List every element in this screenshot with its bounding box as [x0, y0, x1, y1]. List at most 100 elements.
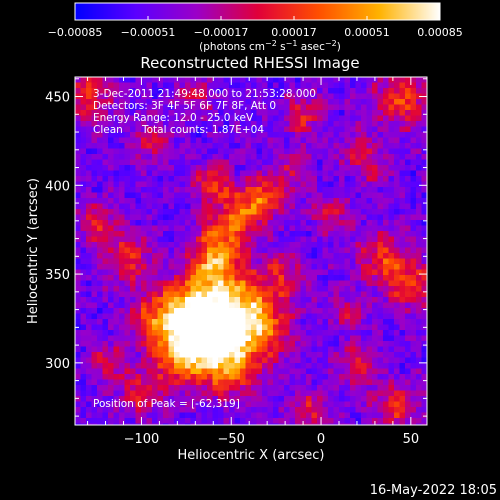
heatmap-cell	[262, 280, 268, 287]
heatmap-cell	[284, 335, 290, 342]
heatmap-cell	[394, 203, 400, 210]
heatmap-cell	[399, 192, 406, 199]
heatmap-cell	[262, 220, 268, 226]
heatmap-cell	[91, 104, 98, 111]
heatmap-cell	[245, 88, 252, 94]
heatmap-cell	[339, 143, 345, 149]
heatmap-cell	[350, 132, 356, 138]
heatmap-cell	[256, 110, 263, 116]
heatmap-cell	[108, 401, 114, 408]
heatmap-cell	[240, 148, 246, 155]
heatmap-cell	[289, 137, 296, 144]
heatmap-cell	[295, 346, 301, 353]
heatmap-cell	[377, 115, 384, 122]
heatmap-cell	[75, 203, 81, 210]
heatmap-cell	[201, 176, 208, 182]
heatmap-cell	[399, 297, 406, 303]
heatmap-cell	[163, 176, 169, 182]
heatmap-cell	[410, 374, 417, 380]
heatmap-cell	[256, 346, 263, 353]
heatmap-cell	[289, 363, 296, 369]
heatmap-cell	[119, 418, 125, 424]
heatmap-cell	[152, 302, 158, 309]
heatmap-cell	[102, 209, 109, 215]
heatmap-cell	[289, 390, 296, 397]
heatmap-cell	[251, 77, 257, 83]
heatmap-cell	[168, 242, 175, 248]
heatmap-cell	[240, 187, 246, 193]
heatmap-cell	[251, 313, 257, 320]
heatmap-cell	[366, 275, 373, 281]
heatmap-cell	[163, 242, 169, 248]
heatmap-cell	[328, 104, 334, 111]
heatmap-cell	[317, 258, 323, 265]
heatmap-cell	[75, 412, 81, 419]
heatmap-cell	[372, 99, 378, 105]
heatmap-cell	[146, 132, 153, 138]
heatmap-cell	[223, 374, 230, 380]
heatmap-cell	[262, 412, 268, 419]
heatmap-cell	[201, 253, 208, 259]
heatmap-cell	[130, 247, 136, 254]
heatmap-cell	[278, 275, 285, 281]
heatmap-cell	[124, 176, 131, 182]
heatmap-cell	[229, 209, 235, 215]
heatmap-cell	[146, 198, 153, 204]
heatmap-cell	[240, 88, 246, 94]
heatmap-cell	[295, 379, 301, 386]
heatmap-cell	[229, 302, 235, 309]
heatmap-cell	[207, 291, 213, 298]
heatmap-cell	[245, 330, 252, 336]
heatmap-cell	[113, 291, 120, 298]
heatmap-cell	[295, 115, 301, 122]
heatmap-cell	[146, 412, 153, 419]
heatmap-cell	[185, 93, 191, 100]
heatmap-cell	[322, 368, 329, 375]
heatmap-cell	[91, 93, 98, 100]
heatmap-cell	[152, 143, 158, 149]
heatmap-cell	[333, 137, 340, 144]
heatmap-cell	[174, 176, 180, 182]
heatmap-cell	[179, 390, 186, 397]
heatmap-cell	[218, 423, 224, 425]
heatmap-cell	[328, 242, 334, 248]
heatmap-cell	[394, 308, 400, 314]
heatmap-cell	[410, 181, 417, 188]
heatmap-cell	[201, 401, 208, 408]
heatmap-cell	[317, 401, 323, 408]
heatmap-cell	[394, 363, 400, 369]
heatmap-cell	[119, 352, 125, 358]
heatmap-cell	[333, 104, 340, 111]
heatmap-cell	[267, 357, 274, 364]
heatmap-cell	[300, 412, 307, 419]
heatmap-cell	[350, 253, 356, 259]
heatmap-cell	[130, 423, 136, 425]
heatmap-cell	[355, 198, 362, 204]
heatmap-cell	[251, 363, 257, 369]
heatmap-cell	[223, 104, 230, 111]
heatmap-cell	[388, 176, 395, 182]
heatmap-cell	[300, 99, 307, 105]
heatmap-cell	[201, 225, 208, 232]
heatmap-cell	[295, 104, 301, 111]
heatmap-cell	[91, 77, 98, 83]
heatmap-cell	[185, 242, 191, 248]
heatmap-cell	[295, 121, 301, 127]
heatmap-cell	[108, 319, 114, 325]
heatmap-cell	[377, 352, 384, 358]
heatmap-cell	[416, 104, 422, 111]
heatmap-cell	[80, 165, 87, 171]
heatmap-cell	[80, 148, 87, 155]
heatmap-cell	[333, 357, 340, 364]
heatmap-cell	[179, 308, 186, 314]
heatmap-cell	[377, 379, 384, 386]
heatmap-cell	[218, 99, 224, 105]
heatmap-cell	[361, 385, 367, 391]
heatmap-cell	[328, 313, 334, 320]
heatmap-cell	[86, 368, 92, 375]
heatmap-cell	[344, 236, 351, 243]
heatmap-cell	[405, 176, 411, 182]
heatmap-cell	[234, 401, 241, 408]
heatmap-cell	[273, 374, 279, 380]
heatmap-cell	[218, 291, 224, 298]
